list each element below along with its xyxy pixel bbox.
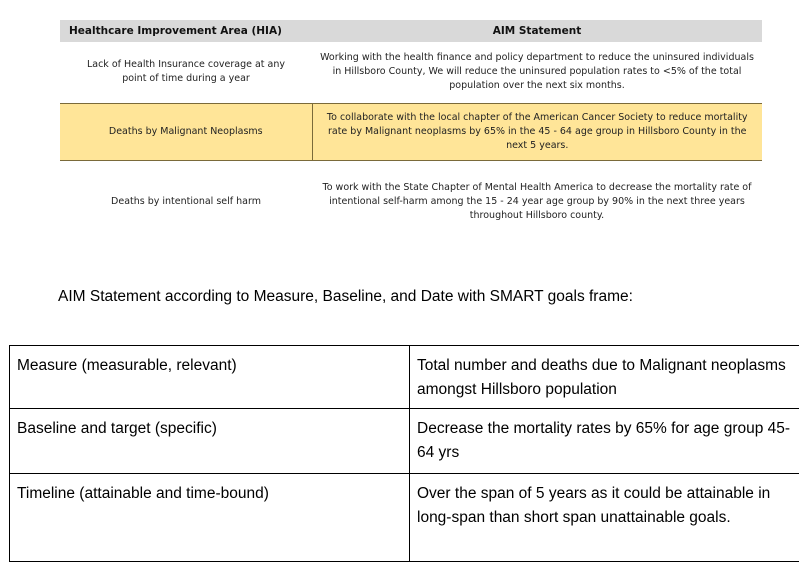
hia-aim-cell: To collaborate with the local chapter of…: [311, 102, 762, 161]
hia-aim-cell: To work with the State Chapter of Mental…: [322, 181, 752, 221]
hia-area-cell: Deaths by intentional self harm: [111, 195, 261, 207]
hia-aim-cell: Working with the health finance and poli…: [320, 52, 754, 92]
table-row: Lack of Health Insurance coverage at any…: [60, 42, 762, 103]
hia-header-area: Healthcare Improvement Area (HIA): [60, 20, 312, 42]
hia-header-row: Healthcare Improvement Area (HIA) AIM St…: [60, 20, 762, 42]
smart-value-cell: Over the span of 5 years as it could be …: [409, 473, 799, 562]
hia-table: Healthcare Improvement Area (HIA) AIM St…: [60, 20, 762, 243]
hia-area-cell: Deaths by Malignant Neoplasms: [60, 102, 312, 161]
table-row: Timeline (attainable and time-bound) Ove…: [9, 473, 799, 562]
smart-label-cell: Baseline and target (specific): [9, 408, 410, 474]
smart-value-cell: Decrease the mortality rates by 65% for …: [409, 408, 799, 474]
hia-area-cell: Lack of Health Insurance coverage at any…: [86, 59, 286, 85]
table-row-highlighted: Deaths by Malignant Neoplasms To collabo…: [60, 102, 762, 161]
smart-value-cell: Total number and deaths due to Malignant…: [409, 345, 799, 409]
table-row: Baseline and target (specific) Decrease …: [9, 408, 799, 474]
section-caption: AIM Statement according to Measure, Base…: [58, 288, 633, 305]
table-row: Deaths by intentional self harm To work …: [60, 160, 762, 243]
table-row: Measure (measurable, relevant) Total num…: [9, 345, 799, 409]
smart-goals-table: Measure (measurable, relevant) Total num…: [9, 345, 799, 562]
smart-label-cell: Timeline (attainable and time-bound): [9, 473, 410, 562]
smart-label-cell: Measure (measurable, relevant): [9, 345, 410, 409]
hia-header-aim: AIM Statement: [312, 20, 762, 42]
